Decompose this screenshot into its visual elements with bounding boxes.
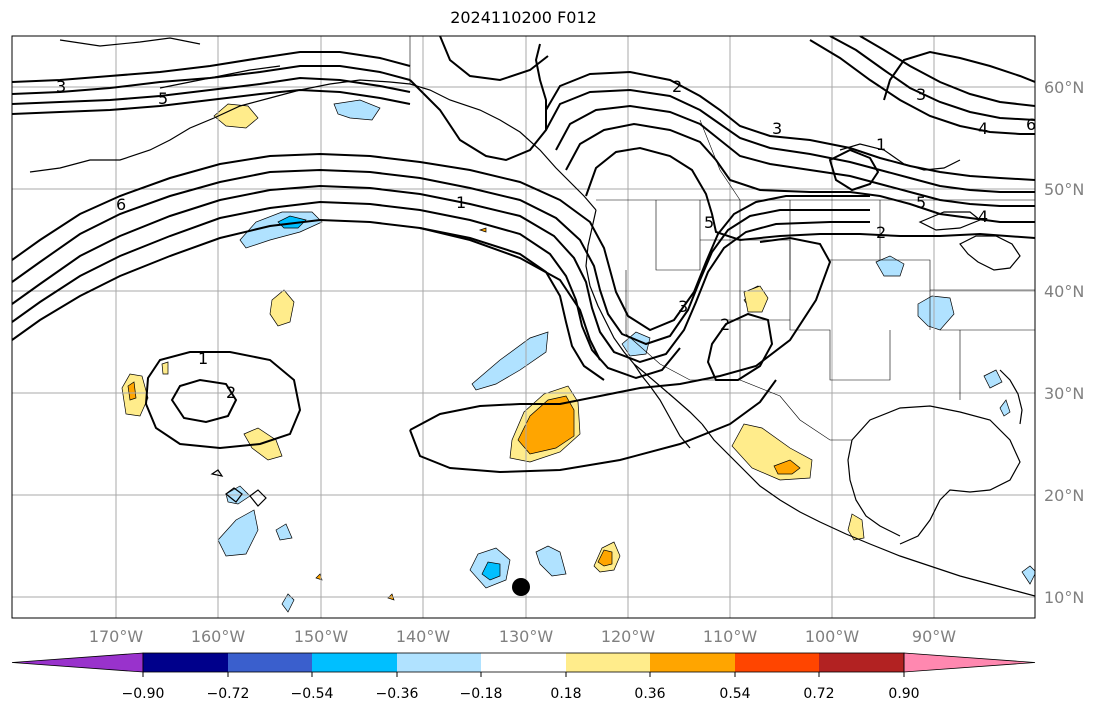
lon-label: 130°W [499, 627, 554, 646]
colorbar-segment [481, 653, 566, 672]
contour-label: 3 [678, 297, 688, 316]
colorbar-segment [397, 653, 481, 672]
contour-label: 5 [916, 193, 926, 212]
longitude-labels: 170°W 160°W 150°W 140°W 130°W 120°W 110°… [89, 627, 956, 646]
contour-label: 1 [456, 193, 466, 212]
colorbar-tick-label: 0.72 [803, 686, 834, 702]
lon-label: 170°W [89, 627, 144, 646]
negative-anomaly-region [333, 99, 381, 121]
lon-label: 120°W [601, 627, 656, 646]
negative-anomaly-region [481, 561, 501, 581]
contour-label: 2 [876, 223, 886, 242]
colorbar-tick-label: 0.90 [888, 686, 919, 702]
positive-anomaly-region [773, 459, 801, 475]
contour-label: 5 [158, 89, 168, 108]
contour-label: 2 [672, 77, 682, 96]
lat-label: 50°N [1044, 180, 1084, 199]
positive-anomaly-region [597, 549, 613, 567]
colorbar-segment [312, 653, 397, 672]
lat-label: 40°N [1044, 282, 1084, 301]
negative-anomaly-region [535, 545, 567, 577]
contour-label: 6 [116, 195, 126, 214]
lon-label: 160°W [191, 627, 246, 646]
contour-label: 6 [1026, 115, 1036, 134]
lon-label: 140°W [396, 627, 451, 646]
negative-anomaly-region [621, 331, 651, 357]
latitude-labels: 60°N 50°N 40°N 30°N 20°N 10°N [1044, 78, 1084, 607]
colorbar [11, 652, 1036, 677]
contour-label: 3 [772, 119, 782, 138]
positive-anomaly-region [161, 361, 169, 375]
negative-anomaly-region [917, 295, 955, 331]
contour-label: 2 [720, 315, 730, 334]
positive-anomaly-region [478, 227, 487, 233]
location-marker [512, 578, 530, 596]
colorbar-border [142, 652, 905, 673]
negative-anomaly-region [275, 523, 293, 541]
colorbar-extend-max [903, 652, 1036, 673]
colorbar-segment [819, 653, 904, 672]
lat-label: 10°N [1044, 588, 1084, 607]
colorbar-tick-label: 0.54 [719, 686, 750, 702]
colorbar-tick-label: 0.36 [634, 686, 665, 702]
colorbar-tick-label: −0.72 [207, 686, 250, 702]
map-background [12, 36, 1035, 618]
lat-label: 60°N [1044, 78, 1084, 97]
lat-label: 30°N [1044, 384, 1084, 403]
contour-label: 4 [978, 207, 988, 226]
positive-anomaly-region [127, 381, 137, 401]
positive-anomaly-region [213, 103, 259, 129]
colorbar-segment [228, 653, 312, 672]
contour-label: 2 [226, 383, 236, 402]
negative-anomaly-region [1021, 565, 1035, 585]
colorbar-tick-label: −0.18 [460, 686, 503, 702]
colorbar-segment [143, 653, 228, 672]
colorbar-segment [735, 653, 819, 672]
colorbar-tick-label: −0.54 [291, 686, 334, 702]
map-frame [11, 35, 1036, 619]
colorbar-tick-label: 0.18 [550, 686, 581, 702]
contour-label: 4 [978, 119, 988, 138]
lon-label: 150°W [294, 627, 349, 646]
positive-anomaly-region [517, 395, 575, 455]
contour-label: 5 [704, 213, 714, 232]
graticule [12, 36, 1035, 618]
lon-label: 110°W [703, 627, 758, 646]
negative-anomaly-region [983, 369, 1003, 389]
map-title: 2024110200 F012 [450, 8, 597, 27]
negative-anomaly-region [217, 509, 259, 557]
contour-labels: 3 5 6 1 2 3 1 4 5 2 4 6 1 2 2 3 5 3 [56, 77, 1036, 402]
positive-anomaly-region [847, 513, 865, 541]
negative-anomaly-region [471, 331, 549, 391]
colorbar-extend-min [11, 652, 144, 673]
contour-lines [12, 36, 1035, 474]
positive-anomaly-region [269, 289, 295, 327]
colorbar-tick-label: −0.36 [376, 686, 419, 702]
contour-label: 3 [56, 77, 66, 96]
negative-anomaly-region [875, 255, 905, 277]
positive-anomaly-region [743, 285, 769, 313]
lon-label: 100°W [805, 627, 860, 646]
negative-anomaly-region [999, 399, 1011, 417]
colorbar-segment [650, 653, 735, 672]
colorbar-segment [566, 653, 650, 672]
lon-label: 90°W [912, 627, 956, 646]
colorbar-tick-label: −0.90 [122, 686, 165, 702]
contour-label: 3 [916, 85, 926, 104]
colorbar-labels: −0.90 −0.72 −0.54 −0.36 −0.18 0.18 0.36 … [122, 686, 920, 702]
contour-label: 1 [198, 349, 208, 368]
lat-label: 20°N [1044, 486, 1084, 505]
political-borders [409, 36, 1035, 441]
coastlines [29, 37, 1035, 597]
contour-label: 1 [876, 135, 886, 154]
